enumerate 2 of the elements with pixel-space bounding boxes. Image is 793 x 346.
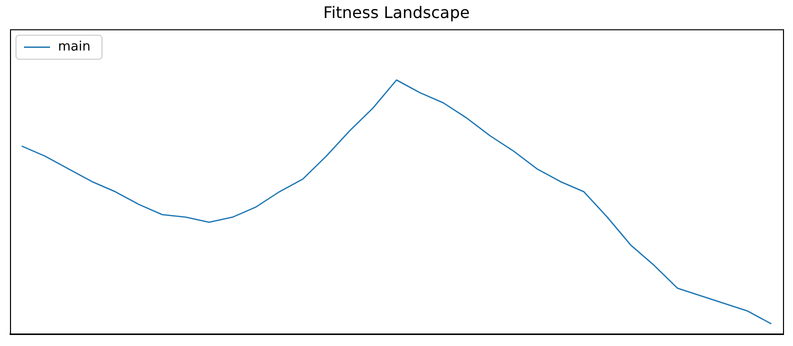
chart-title: Fitness Landscape xyxy=(323,2,470,22)
legend-label: main xyxy=(58,40,90,55)
